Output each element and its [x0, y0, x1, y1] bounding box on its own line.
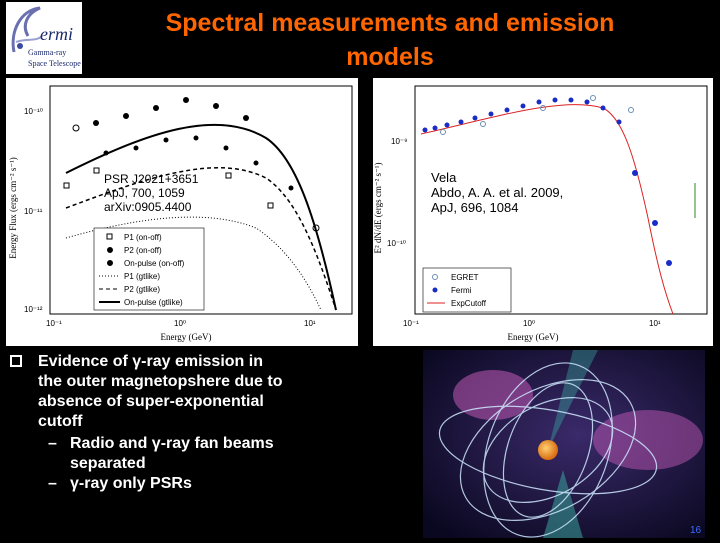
bullet-sub-2: – γ-ray only PSRs	[10, 474, 410, 494]
left-legend-5: P2 (gtlike)	[124, 285, 160, 294]
bullet-sub-1-line-1: Radio and γ-ray fan beams	[70, 435, 274, 452]
pulsar-magnetosphere-image	[423, 350, 705, 538]
sub-bullet-dash-2: –	[48, 475, 57, 492]
left-ytick-1: 10⁻¹⁰	[24, 107, 43, 116]
left-annotation-line-1: PSR J2021+3651	[104, 172, 199, 186]
right-legend-1: EGRET	[451, 273, 479, 282]
right-ytick-2: 10⁻¹⁰	[387, 239, 406, 248]
right-legend-fermi-symbol	[432, 287, 438, 293]
fermi-logo-swirl-icon	[11, 6, 43, 53]
right-fermi-points	[422, 97, 672, 266]
left-ylabel: Energy Flux (ergs cm⁻² s⁻¹)	[8, 157, 18, 259]
right-annotation-line-2: Abdo, A. A. et al. 2009,	[431, 185, 564, 200]
right-xtick-3: 10¹	[649, 319, 661, 328]
page-number: 16	[690, 525, 702, 536]
right-xtick-2: 10⁰	[523, 319, 535, 328]
left-curve-p2	[65, 167, 337, 311]
title-line-1: Spectral measurements and emission	[165, 9, 615, 37]
right-xlabel: Energy (GeV)	[507, 332, 558, 342]
left-ytick-2: 10⁻¹¹	[24, 207, 43, 216]
title-line-2: models	[346, 43, 434, 71]
left-plot-annotation: PSR J2021+3651 ApJ, 700, 1059 arXiv:0905…	[104, 172, 198, 214]
bullet-sub-2-line-1: γ-ray only PSRs	[70, 475, 192, 492]
left-curve-p1	[65, 216, 322, 311]
fermi-logo: ermi Gamma-ray Space Telescope	[6, 2, 82, 74]
left-data-points	[93, 97, 294, 191]
logo-name: ermi	[40, 24, 73, 44]
left-legend-1: P1 (on-off)	[124, 233, 162, 242]
pulsar-illustration	[423, 350, 705, 538]
bullet-list: Evidence of γ-ray emission in the outer …	[10, 352, 410, 494]
left-annotation-line-2: ApJ, 700, 1059	[104, 186, 185, 200]
left-legend-symbols	[99, 233, 120, 303]
left-annotation-line-3: arXiv:0905.4400	[104, 200, 192, 214]
logo-line-2: Space Telescope	[28, 59, 81, 68]
right-ytick-1: 10⁻⁹	[391, 137, 408, 146]
bullet-main-line-1: Evidence of γ-ray emission in	[38, 353, 263, 370]
left-spectrum-plot: 10⁻¹⁰ 10⁻¹¹ 10⁻¹² 10⁻¹ 10⁰ 10¹ Energy (G…	[6, 78, 358, 346]
left-xlabel: Energy (GeV)	[160, 332, 211, 342]
left-legend-4: P1 (gtlike)	[124, 272, 160, 281]
logo-line-1: Gamma-ray	[28, 48, 67, 57]
left-legend-2: P2 (on-off)	[124, 246, 162, 255]
left-xtick-1: 10⁻¹	[46, 319, 62, 328]
slide-title: Spectral measurements and emission model…	[110, 6, 670, 74]
bullet-main-line-3: absence of super-exponential	[38, 393, 264, 410]
left-legend-6: On-pulse (gtlike)	[124, 298, 183, 307]
left-open-points	[63, 124, 320, 232]
left-ytick-3: 10⁻¹²	[24, 305, 43, 314]
left-curve-onpulse	[65, 123, 337, 311]
right-legend-box	[422, 267, 512, 313]
right-plot-svg: 10⁻⁹ 10⁻¹⁰ 10⁻¹ 10⁰ 10¹ Energy (GeV) E² …	[373, 85, 708, 342]
bullet-sub-1: – Radio and γ-ray fan beams separated	[10, 434, 410, 474]
right-egret-points	[440, 95, 634, 135]
bullet-main-line-4: cutoff	[38, 413, 83, 430]
right-legend: EGRET Fermi ExpCutoff	[451, 273, 487, 308]
left-xtick-2: 10⁰	[174, 319, 186, 328]
right-legend-2: Fermi	[451, 286, 472, 295]
checkbox-bullet-icon	[10, 355, 22, 367]
right-annotation-line-1: Vela	[431, 170, 457, 185]
bullet-main-line-2: the outer magnetopshere due to	[38, 373, 283, 390]
left-legend: P1 (on-off) P2 (on-off) On-pulse (on-off…	[124, 233, 185, 307]
left-plot-svg: 10⁻¹⁰ 10⁻¹¹ 10⁻¹² 10⁻¹ 10⁰ 10¹ Energy (G…	[8, 85, 353, 342]
left-legend-box	[93, 227, 205, 311]
bullet-sub-1-line-2: separated	[70, 455, 146, 472]
right-curve-expcutoff	[420, 104, 674, 315]
right-xtick-1: 10⁻¹	[403, 319, 419, 328]
right-ylabel: E² dN/dE (ergs cm⁻² s⁻¹)	[373, 163, 383, 254]
right-plot-annotation: Vela Abdo, A. A. et al. 2009, ApJ, 696, …	[431, 170, 563, 215]
left-legend-3: On-pulse (on-off)	[124, 259, 185, 268]
right-legend-egret-symbol	[432, 274, 438, 280]
right-spectrum-plot: 10⁻⁹ 10⁻¹⁰ 10⁻¹ 10⁰ 10¹ Energy (GeV) E² …	[373, 78, 713, 346]
sub-bullet-dash-1: –	[48, 435, 57, 452]
right-annotation-line-3: ApJ, 696, 1084	[431, 200, 519, 215]
left-xtick-3: 10¹	[304, 319, 316, 328]
bullet-main: Evidence of γ-ray emission in the outer …	[10, 352, 410, 432]
right-legend-3: ExpCutoff	[451, 299, 487, 308]
